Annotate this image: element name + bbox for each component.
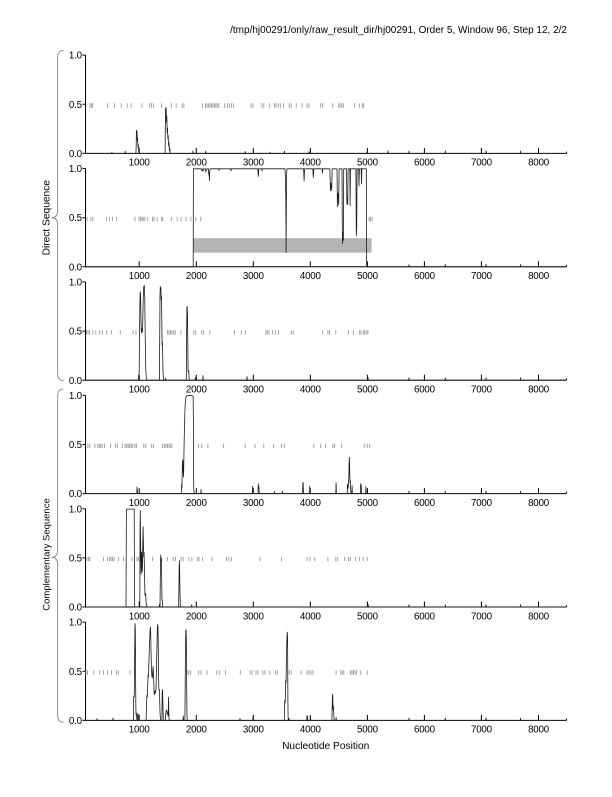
svg-text:Complementary Sequence: Complementary Sequence — [42, 498, 53, 610]
svg-text:Nucleotide Position: Nucleotide Position — [282, 741, 369, 752]
svg-text:7000: 7000 — [471, 158, 493, 169]
svg-text:1000: 1000 — [129, 158, 151, 169]
svg-text:/tmp/hj00291/only/raw_result_d: /tmp/hj00291/only/raw_result_dir/hj00291… — [230, 25, 567, 36]
svg-text:5000: 5000 — [357, 498, 379, 509]
svg-text:1.0: 1.0 — [69, 391, 83, 402]
svg-text:4000: 4000 — [300, 158, 322, 169]
svg-text:4000: 4000 — [300, 385, 322, 396]
svg-text:0.0: 0.0 — [69, 489, 83, 500]
svg-text:0.5: 0.5 — [69, 327, 83, 338]
svg-text:8000: 8000 — [528, 385, 550, 396]
svg-text:Direct Sequence: Direct Sequence — [42, 180, 53, 256]
svg-text:4000: 4000 — [300, 498, 322, 509]
svg-text:6000: 6000 — [414, 725, 436, 736]
svg-text:1.0: 1.0 — [69, 504, 83, 515]
svg-text:6000: 6000 — [414, 158, 436, 169]
svg-text:2000: 2000 — [186, 725, 208, 736]
svg-text:2000: 2000 — [186, 498, 208, 509]
svg-text:4000: 4000 — [300, 725, 322, 736]
svg-text:6000: 6000 — [414, 271, 436, 282]
svg-text:2000: 2000 — [186, 385, 208, 396]
svg-text:7000: 7000 — [471, 271, 493, 282]
svg-text:0.0: 0.0 — [69, 262, 83, 273]
svg-text:1000: 1000 — [129, 385, 151, 396]
svg-text:8000: 8000 — [528, 158, 550, 169]
svg-text:1000: 1000 — [129, 498, 151, 509]
svg-text:1.0: 1.0 — [69, 618, 83, 629]
svg-text:2000: 2000 — [186, 611, 208, 622]
svg-text:5000: 5000 — [357, 385, 379, 396]
svg-text:4000: 4000 — [300, 611, 322, 622]
svg-text:7000: 7000 — [471, 611, 493, 622]
svg-text:3000: 3000 — [243, 725, 265, 736]
svg-text:4000: 4000 — [300, 271, 322, 282]
svg-text:0.0: 0.0 — [69, 603, 83, 614]
svg-text:7000: 7000 — [471, 385, 493, 396]
svg-text:3000: 3000 — [243, 498, 265, 509]
svg-text:1000: 1000 — [129, 725, 151, 736]
svg-text:8000: 8000 — [528, 271, 550, 282]
svg-text:5000: 5000 — [357, 271, 379, 282]
svg-text:6000: 6000 — [414, 385, 436, 396]
svg-text:7000: 7000 — [471, 725, 493, 736]
svg-text:1000: 1000 — [129, 611, 151, 622]
svg-text:3000: 3000 — [243, 385, 265, 396]
svg-text:3000: 3000 — [243, 611, 265, 622]
svg-text:0.5: 0.5 — [69, 667, 83, 678]
svg-text:0.0: 0.0 — [69, 716, 83, 727]
svg-text:1000: 1000 — [129, 271, 151, 282]
svg-text:0.5: 0.5 — [69, 440, 83, 451]
svg-text:6000: 6000 — [414, 498, 436, 509]
svg-text:0.5: 0.5 — [69, 213, 83, 224]
svg-text:1.0: 1.0 — [69, 164, 83, 175]
svg-text:5000: 5000 — [357, 158, 379, 169]
svg-text:1.0: 1.0 — [69, 51, 83, 62]
svg-text:5000: 5000 — [357, 611, 379, 622]
svg-text:0.0: 0.0 — [69, 149, 83, 160]
svg-text:6000: 6000 — [414, 611, 436, 622]
svg-text:8000: 8000 — [528, 498, 550, 509]
svg-text:0.5: 0.5 — [69, 100, 83, 111]
svg-text:0.0: 0.0 — [69, 376, 83, 387]
svg-text:8000: 8000 — [528, 725, 550, 736]
svg-text:5000: 5000 — [357, 725, 379, 736]
svg-text:3000: 3000 — [243, 271, 265, 282]
svg-text:3000: 3000 — [243, 158, 265, 169]
svg-text:8000: 8000 — [528, 611, 550, 622]
svg-text:2000: 2000 — [186, 271, 208, 282]
svg-text:2000: 2000 — [186, 158, 208, 169]
svg-text:0.5: 0.5 — [69, 554, 83, 565]
svg-text:7000: 7000 — [471, 498, 493, 509]
svg-text:1.0: 1.0 — [69, 278, 83, 289]
